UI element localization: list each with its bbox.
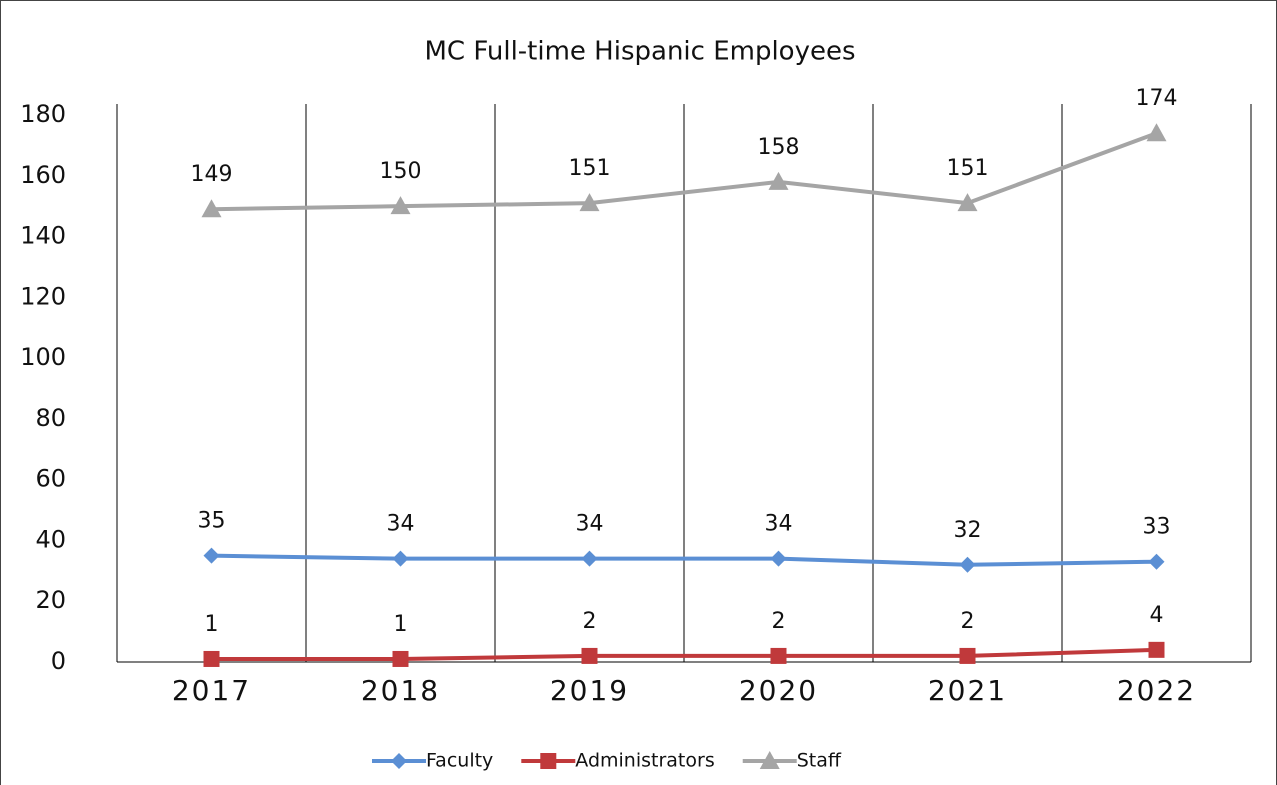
- data-label: 2: [583, 609, 597, 634]
- data-label: 174: [1136, 86, 1178, 111]
- y-tick-label: 120: [20, 282, 66, 310]
- x-tick-label: 2022: [1117, 674, 1196, 707]
- data-label: 1: [205, 612, 219, 637]
- data-label: 2: [961, 609, 975, 634]
- y-tick-label: 40: [35, 525, 66, 553]
- point-marker: [1148, 553, 1165, 570]
- point-marker: [579, 193, 600, 212]
- point-marker: [390, 196, 411, 215]
- data-label: 35: [198, 509, 226, 534]
- point-marker: [392, 550, 409, 567]
- data-label: 158: [758, 135, 800, 160]
- y-tick-label: 0: [51, 647, 66, 675]
- point-marker: [203, 650, 220, 667]
- x-tick-label: 2017: [172, 674, 251, 707]
- y-tick-label: 140: [20, 222, 66, 250]
- series-line: [211, 553, 1157, 567]
- point-marker: [959, 647, 976, 664]
- point-marker: [1148, 641, 1165, 658]
- point-marker: [581, 550, 598, 567]
- y-tick-label: 100: [20, 343, 66, 371]
- point-marker: [768, 171, 789, 190]
- y-tick-label: 20: [35, 586, 66, 614]
- data-label: 4: [1150, 603, 1164, 628]
- x-tick-label: 2019: [550, 674, 629, 707]
- x-tick-label: 2018: [361, 674, 440, 707]
- data-label: 1: [394, 612, 408, 637]
- data-label: 34: [765, 512, 793, 537]
- legend-label: Faculty: [426, 750, 493, 772]
- data-label: 151: [569, 156, 611, 181]
- data-label: 149: [191, 162, 233, 187]
- data-label: 34: [576, 512, 604, 537]
- point-marker: [957, 193, 978, 212]
- point-marker: [959, 556, 976, 573]
- data-label: 33: [1143, 515, 1171, 540]
- y-tick-label: 180: [20, 100, 66, 128]
- x-tick-label: 2020: [739, 674, 818, 707]
- legend-marker: [540, 753, 557, 769]
- y-tick-label: 160: [20, 161, 66, 189]
- point-marker: [201, 199, 222, 218]
- data-label: 151: [947, 156, 989, 181]
- y-tick-label: 60: [35, 465, 66, 493]
- legend-label: Administrators: [575, 750, 714, 772]
- series-line: [211, 647, 1157, 661]
- point-marker: [392, 650, 409, 667]
- point-marker: [203, 547, 220, 564]
- chart-title: MC Full-time Hispanic Employees: [424, 37, 855, 67]
- data-label: 32: [954, 518, 982, 543]
- point-marker: [581, 647, 598, 664]
- legend-marker: [391, 753, 407, 769]
- x-tick-label: 2021: [928, 674, 1007, 707]
- data-label: 2: [772, 609, 786, 634]
- point-marker: [770, 550, 787, 567]
- series-line: [211, 131, 1158, 212]
- point-marker: [770, 647, 787, 664]
- legend-marker: [759, 751, 780, 769]
- legend-label: Staff: [797, 750, 842, 772]
- y-tick-label: 80: [35, 404, 66, 432]
- point-marker: [1146, 123, 1167, 142]
- data-label: 150: [380, 159, 422, 184]
- data-label: 34: [387, 512, 415, 537]
